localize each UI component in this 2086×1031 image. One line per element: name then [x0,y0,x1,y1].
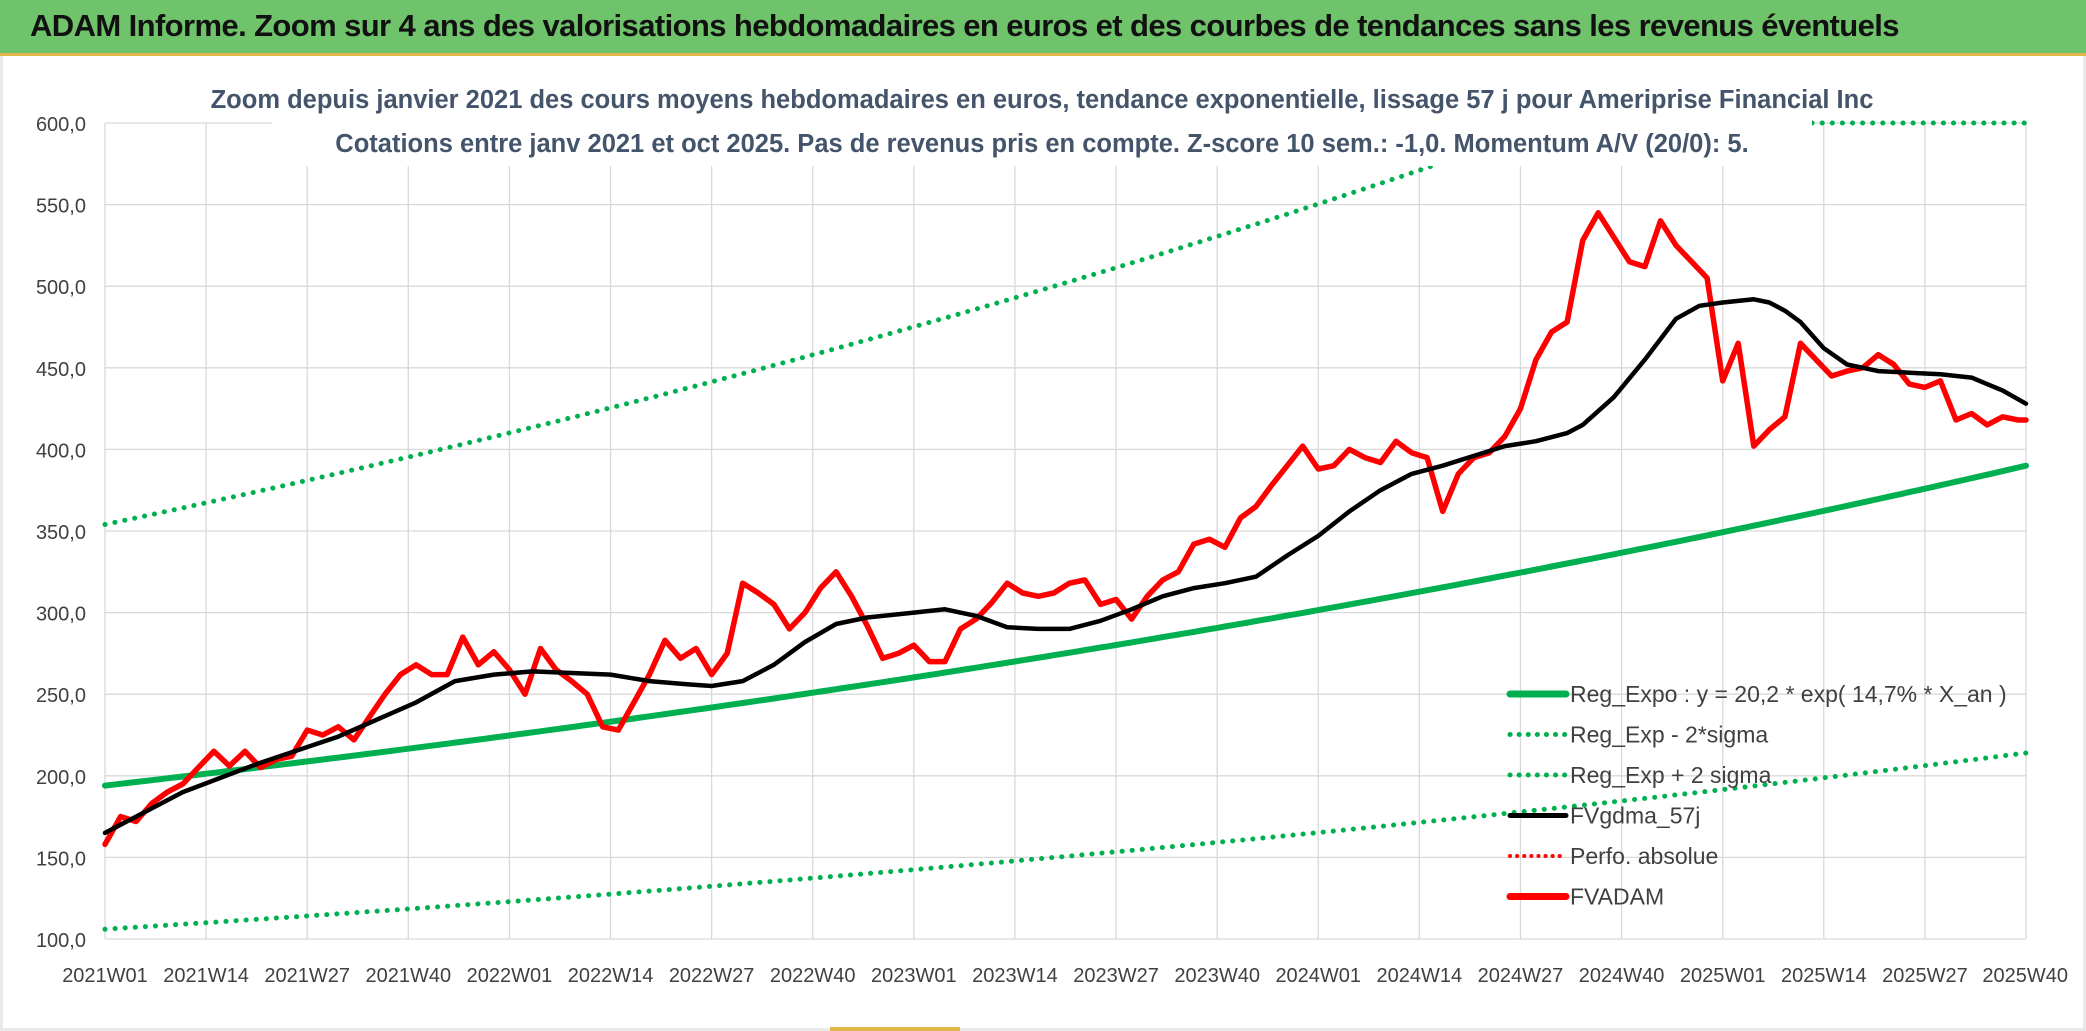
x-tick-label: 2022W27 [669,965,755,987]
x-tick-label: 2022W14 [568,965,654,987]
x-tick-label: 2022W40 [770,965,856,987]
x-tick-label: 2022W01 [467,965,553,987]
legend-label: Reg_Expo : y = 20,2 * exp( 14,7% * X_an … [1570,681,2007,707]
chart-title: Zoom depuis janvier 2021 des cours moyen… [211,86,1874,114]
grid-lines [104,122,2027,940]
x-tick-label: 2025W27 [1882,965,1968,987]
legend-label: FVgdma_57j [1570,803,1700,829]
series-reg-expo [102,462,2029,789]
y-tick-label: 600,0 [36,114,86,136]
report-title: ADAM Informe. Zoom sur 4 ans des valoris… [30,8,1900,43]
y-tick-label: 500,0 [36,277,86,299]
y-tick-label: 300,0 [36,604,86,626]
x-tick-label: 2025W01 [1680,965,1766,987]
series-reg-exp-minus-2sigma [102,750,2029,932]
bottom-accent [830,1027,960,1031]
series-layer [102,120,2029,932]
x-axis-tick-labels: 2021W01 2021W14 2021W27 2021W40 2022W01 2022W… [62,965,2068,987]
y-tick-label: 200,0 [36,767,86,789]
y-axis-tick-labels: 100,0 150,0 200,0 250,0 300,0 350,0 400,0 450,0… [36,114,86,952]
x-tick-label: 2021W14 [163,965,249,987]
series-fvadam [102,210,2029,848]
legend-label: FVADAM [1570,884,1664,910]
x-tick-label: 2023W01 [871,965,957,987]
y-tick-label: 150,0 [36,848,86,870]
x-tick-label: 2024W27 [1478,965,1564,987]
y-tick-label: 550,0 [36,196,86,218]
y-tick-label: 100,0 [36,930,86,952]
x-tick-label: 2021W01 [62,965,148,987]
x-tick-label: 2024W40 [1579,965,1665,987]
report-banner: ADAM Informe. Zoom sur 4 ans des valoris… [0,0,2086,56]
x-tick-label: 2023W14 [972,965,1058,987]
y-tick-label: 250,0 [36,685,86,707]
x-tick-label: 2023W27 [1073,965,1159,987]
y-tick-label: 350,0 [36,522,86,544]
y-tick-label: 450,0 [36,359,86,381]
x-tick-label: 2025W14 [1781,965,1867,987]
x-tick-label: 2023W40 [1174,965,1260,987]
x-tick-label: 2021W27 [264,965,350,987]
y-tick-label: 400,0 [36,440,86,462]
series-fvgdma-57j [102,297,2029,836]
x-tick-label: 2021W40 [366,965,452,987]
chart-subtitle: Cotations entre janv 2021 et oct 2025. P… [335,130,1748,158]
legend-label: Reg_Exp + 2 sigma [1570,762,1772,788]
legend-label: Reg_Exp - 2*sigma [1570,722,1768,748]
x-tick-label: 2024W01 [1275,965,1361,987]
legend-label: Perfo. absolue [1570,843,1718,869]
x-tick-label: 2024W14 [1377,965,1463,987]
x-tick-label: 2025W40 [1982,965,2068,987]
title-backdrop [272,88,1812,166]
chart-legend: Reg_Expo : y = 20,2 * exp( 14,7% * X_an … [1506,681,2007,910]
